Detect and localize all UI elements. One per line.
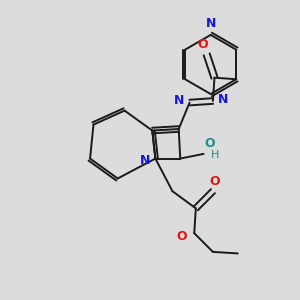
Text: N: N: [140, 154, 150, 166]
Text: O: O: [204, 136, 215, 149]
Text: O: O: [198, 38, 208, 51]
Text: O: O: [177, 230, 188, 243]
Text: N: N: [218, 93, 228, 106]
Text: O: O: [209, 175, 220, 188]
Text: N: N: [206, 17, 216, 30]
Text: H: H: [210, 150, 219, 160]
Text: N: N: [174, 94, 184, 107]
